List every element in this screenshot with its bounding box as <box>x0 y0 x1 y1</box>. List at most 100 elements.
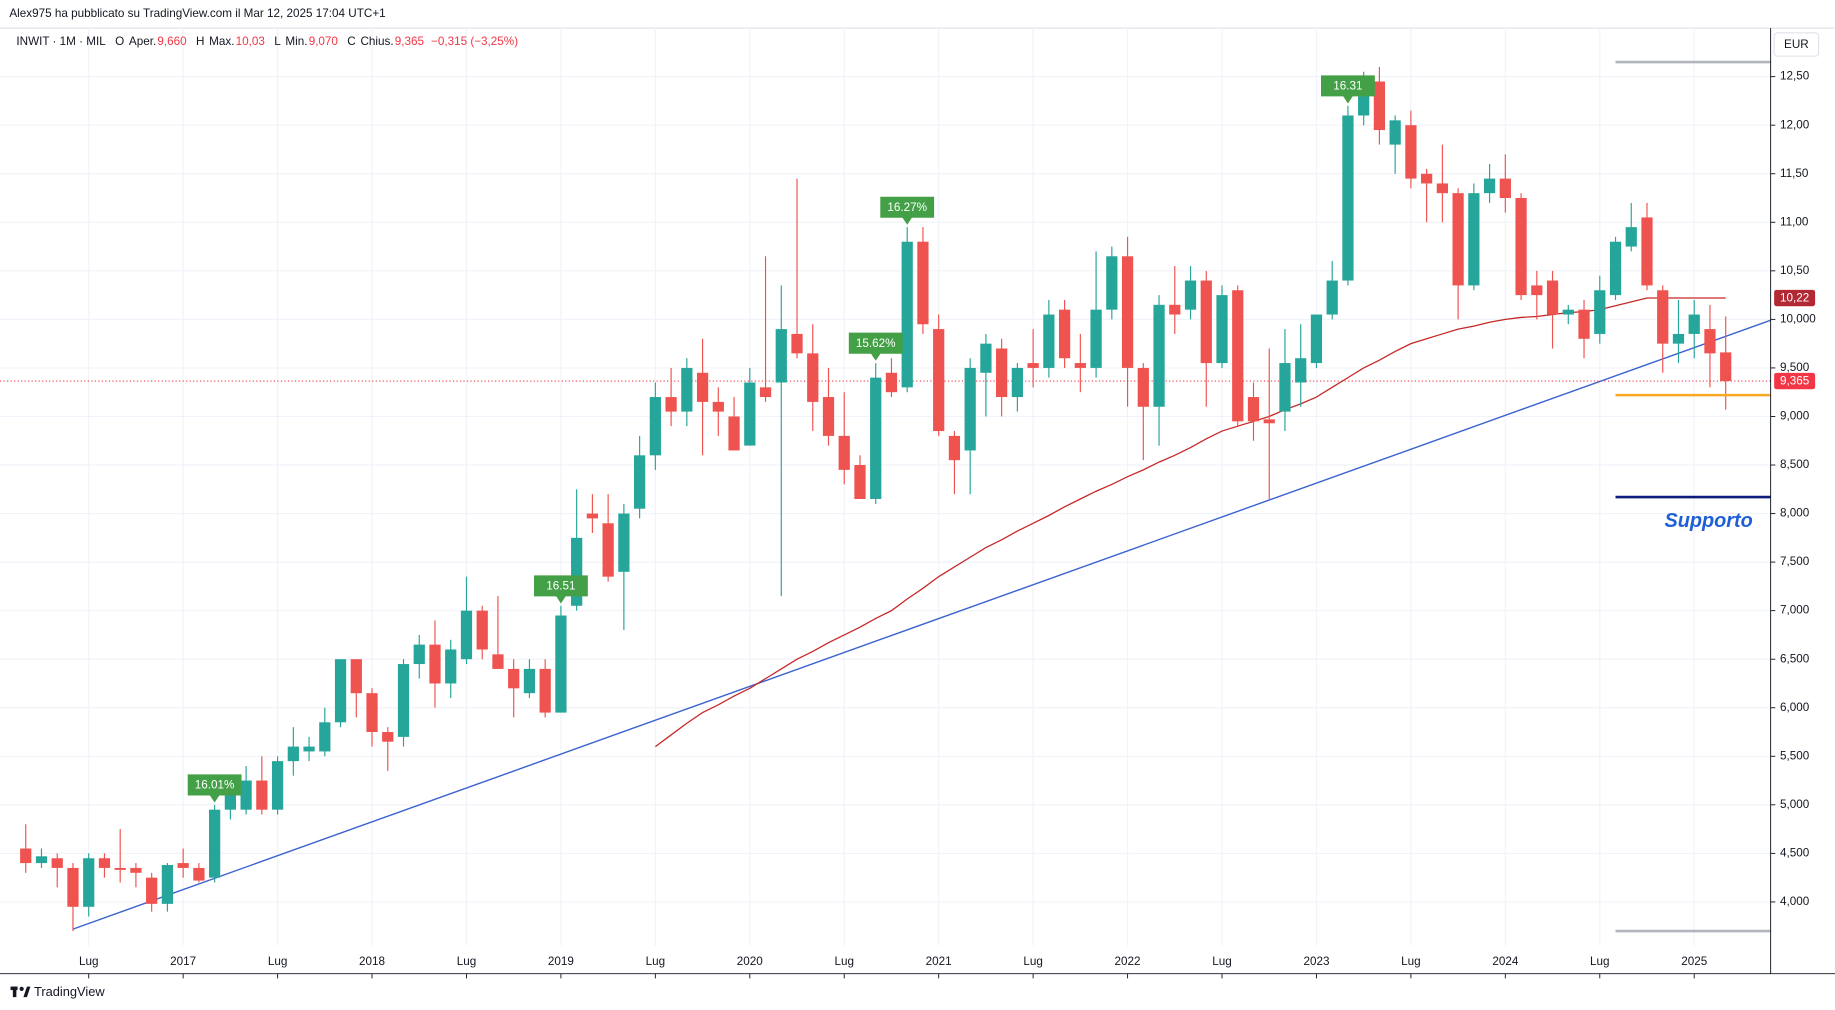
candle-body <box>460 610 473 660</box>
candle-body <box>1578 309 1590 339</box>
candle-body <box>319 722 331 752</box>
callout-box <box>187 774 242 803</box>
candle-body <box>429 644 441 684</box>
candle-body <box>114 867 126 870</box>
x-tick-label: Lug <box>1212 955 1232 968</box>
candle-body <box>1232 290 1244 422</box>
candle-body <box>161 865 174 904</box>
candle-body <box>1546 280 1559 315</box>
candle-body <box>1326 280 1338 315</box>
candle-body <box>1688 314 1700 334</box>
candle-body <box>1279 363 1291 412</box>
callout-label: 16.27% <box>887 201 927 214</box>
candle-body <box>1121 256 1134 368</box>
y-tick-label: 12,50 <box>1780 70 1810 83</box>
candle-body <box>1594 290 1606 334</box>
candle-body <box>146 877 158 904</box>
y-tick-label: 9,000 <box>1780 410 1810 423</box>
callout-label: 16.01% <box>195 779 235 792</box>
candle-body <box>303 746 315 752</box>
x-tick-label: Lug <box>268 955 288 968</box>
candle-body <box>98 858 111 868</box>
candle-body <box>193 867 205 881</box>
candle-body <box>1373 81 1386 131</box>
x-tick-label: 2020 <box>737 955 764 968</box>
candle-body <box>1515 198 1527 296</box>
x-tick-label: 2023 <box>1303 955 1329 968</box>
y-tick-label: 11,50 <box>1780 167 1809 180</box>
legend-field-name: Max. <box>209 35 234 48</box>
candle-body <box>1405 125 1417 179</box>
candle-body <box>1562 309 1574 315</box>
legend-key: O <box>115 35 124 48</box>
candle-body <box>649 397 661 456</box>
x-tick-label: 2018 <box>359 955 385 968</box>
candle-body <box>1247 397 1260 422</box>
candle-body <box>555 615 567 713</box>
candle-body <box>759 387 772 398</box>
candle-body <box>1043 314 1055 368</box>
legend-key: H <box>196 35 204 48</box>
candle-body <box>571 537 583 606</box>
price-badge <box>1774 289 1816 307</box>
x-tick-label: Lug <box>1401 955 1421 968</box>
candle-body <box>240 780 252 810</box>
legend-field-name: Min. <box>285 35 307 48</box>
candle-body <box>618 513 630 572</box>
candle-body <box>996 348 1008 398</box>
legend-field-value: 9,070 <box>309 35 339 48</box>
callout-label: 15.62% <box>856 337 896 350</box>
x-tick-label: 2021 <box>926 955 952 968</box>
legend-key: C <box>347 35 355 48</box>
candle-body <box>1720 352 1732 382</box>
callout-label: 16.51 <box>546 580 575 593</box>
candle-body <box>413 644 425 665</box>
candle-body <box>980 343 992 373</box>
callout: 16.31 <box>1321 75 1375 104</box>
price-badge <box>1774 372 1816 390</box>
candle-body <box>807 353 819 402</box>
footer-brand: TradingView <box>34 984 105 999</box>
candle-body <box>870 377 882 499</box>
legend-field-value: 10,03 <box>236 35 265 48</box>
legend: INWIT · 1M · MIL O Aper.9,660 H Max.10,03 L Mi… <box>16 35 518 48</box>
x-tick-label: Lug <box>646 955 666 968</box>
axes: 4,000 4,500 5,000 5,500 6,000 6,500 7,000 7,500… <box>79 70 1816 979</box>
candle-body <box>948 435 961 461</box>
candle-body <box>83 858 95 907</box>
grid <box>0 28 1771 946</box>
candle-body <box>1625 227 1637 247</box>
footer-logo <box>10 986 31 998</box>
x-tick-label: Lug <box>1023 955 1043 968</box>
y-tick-label: 8,000 <box>1780 507 1810 520</box>
legend-symbol: INWIT · 1M · MIL <box>16 35 106 48</box>
currency-box <box>1773 32 1820 57</box>
candle-body <box>508 668 520 689</box>
candle-body <box>492 654 504 669</box>
candle-body <box>1483 178 1496 194</box>
candle-body <box>1436 183 1448 194</box>
y-tick-label: 10,50 <box>1780 264 1810 277</box>
y-tick-label: 6,000 <box>1780 701 1810 714</box>
trendline <box>72 319 1771 930</box>
candle-body <box>854 465 866 499</box>
candle-body <box>1310 314 1323 364</box>
candle-body <box>901 241 913 388</box>
callout-box <box>533 575 588 604</box>
candle-body <box>539 668 551 713</box>
candle-body <box>1452 193 1464 286</box>
y-tick-label: 11,00 <box>1780 215 1809 228</box>
candle-body <box>1531 285 1543 296</box>
candle-body <box>224 790 236 810</box>
y-tick-label: 5,500 <box>1780 749 1810 762</box>
x-tick-label: 2025 <box>1681 955 1708 968</box>
candle-body <box>523 668 536 694</box>
x-tick-label: Lug <box>79 955 99 968</box>
legend-field-value: 9,660 <box>157 35 187 48</box>
y-tick-label: 8,500 <box>1780 458 1810 471</box>
y-tick-label: 7,000 <box>1780 604 1810 617</box>
support-label: Supporto <box>1664 510 1752 532</box>
candle-body <box>1011 367 1024 398</box>
candle-body <box>1106 256 1118 310</box>
